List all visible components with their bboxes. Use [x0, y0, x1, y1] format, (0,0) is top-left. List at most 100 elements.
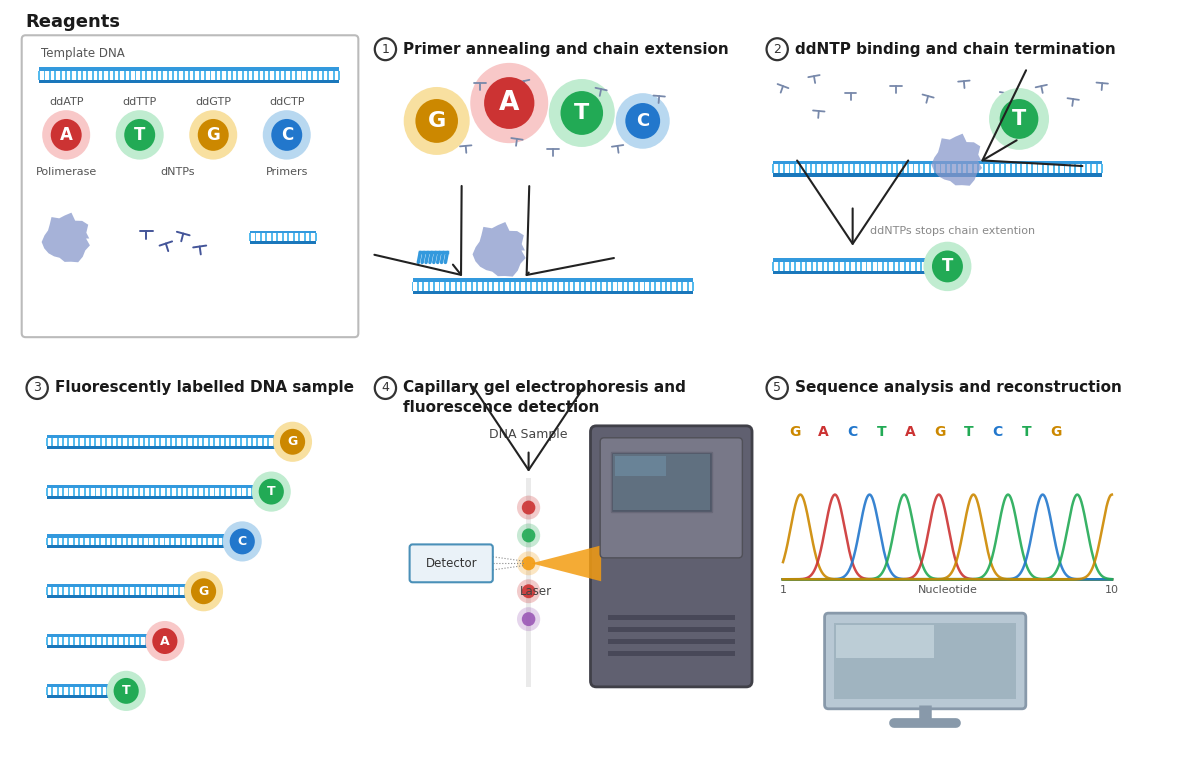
Bar: [859, 164, 860, 173]
Bar: [773, 173, 1102, 176]
Bar: [81, 70, 82, 79]
Bar: [931, 262, 933, 271]
Bar: [854, 262, 857, 271]
Bar: [140, 637, 141, 645]
Circle shape: [932, 251, 963, 283]
Circle shape: [560, 91, 603, 135]
Bar: [793, 164, 796, 173]
Bar: [90, 588, 92, 595]
Bar: [939, 164, 942, 173]
FancyBboxPatch shape: [410, 545, 492, 582]
Bar: [68, 588, 69, 595]
Bar: [526, 478, 532, 687]
Bar: [116, 438, 118, 445]
Text: T: T: [942, 257, 954, 275]
Circle shape: [263, 110, 311, 160]
Bar: [116, 538, 117, 545]
Bar: [183, 70, 185, 79]
Bar: [45, 588, 48, 595]
Bar: [520, 282, 521, 291]
Bar: [207, 538, 208, 545]
Circle shape: [197, 119, 228, 151]
Bar: [531, 282, 532, 291]
Bar: [638, 282, 641, 291]
Circle shape: [271, 119, 302, 151]
Bar: [68, 687, 69, 694]
Bar: [1096, 164, 1098, 173]
Bar: [535, 282, 538, 291]
Bar: [118, 70, 121, 79]
Bar: [189, 588, 191, 595]
Bar: [246, 438, 247, 445]
Bar: [67, 438, 69, 445]
Bar: [73, 687, 75, 694]
Bar: [75, 70, 78, 79]
Bar: [172, 588, 174, 595]
Bar: [190, 538, 192, 545]
Bar: [627, 282, 630, 291]
Bar: [151, 70, 153, 79]
Bar: [278, 438, 280, 445]
Bar: [136, 538, 139, 545]
Bar: [159, 438, 161, 445]
Bar: [834, 623, 1016, 699]
Bar: [1004, 164, 1006, 173]
Bar: [578, 282, 581, 291]
Bar: [514, 282, 516, 291]
Bar: [988, 164, 989, 173]
Bar: [79, 438, 80, 445]
Bar: [772, 262, 774, 271]
Text: Detector: Detector: [425, 557, 477, 570]
Bar: [220, 70, 222, 79]
Bar: [56, 487, 59, 496]
Bar: [666, 282, 667, 291]
Bar: [96, 588, 97, 595]
Bar: [492, 282, 495, 291]
Bar: [870, 164, 871, 173]
Bar: [902, 164, 903, 173]
Bar: [929, 164, 931, 173]
Bar: [1080, 164, 1081, 173]
Bar: [251, 438, 253, 445]
Text: Template DNA: Template DNA: [41, 47, 124, 60]
Text: G: G: [207, 126, 220, 144]
Bar: [783, 164, 785, 173]
Bar: [140, 588, 141, 595]
Bar: [1021, 164, 1022, 173]
Bar: [197, 487, 200, 496]
Text: Laser: Laser: [520, 585, 552, 598]
Bar: [105, 487, 108, 496]
Bar: [799, 262, 802, 271]
Bar: [246, 487, 247, 496]
Bar: [611, 282, 613, 291]
Circle shape: [189, 110, 238, 160]
Bar: [847, 164, 850, 173]
Bar: [84, 438, 86, 445]
Bar: [203, 487, 204, 496]
Bar: [172, 70, 174, 79]
Bar: [772, 164, 774, 173]
Bar: [1102, 164, 1103, 173]
Text: T: T: [122, 685, 130, 698]
Circle shape: [416, 99, 458, 143]
Bar: [972, 164, 974, 173]
Bar: [121, 538, 123, 545]
Bar: [51, 637, 54, 645]
Bar: [595, 282, 596, 291]
Bar: [129, 70, 131, 79]
Bar: [304, 234, 306, 241]
Bar: [488, 282, 489, 291]
Circle shape: [924, 241, 972, 291]
Text: ddCTP: ddCTP: [269, 97, 305, 107]
Bar: [79, 588, 81, 595]
Text: A: A: [819, 425, 829, 439]
Bar: [62, 637, 65, 645]
Bar: [417, 282, 419, 291]
Circle shape: [522, 529, 535, 542]
Bar: [128, 637, 130, 645]
Bar: [47, 484, 258, 487]
Bar: [47, 634, 152, 637]
Bar: [541, 282, 543, 291]
Bar: [255, 234, 257, 241]
Bar: [47, 435, 278, 438]
